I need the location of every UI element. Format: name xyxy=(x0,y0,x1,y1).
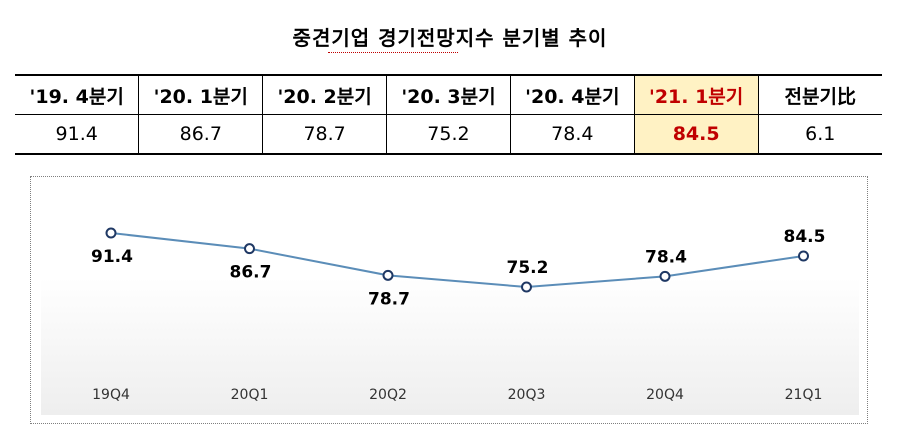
data-point xyxy=(798,250,809,262)
index-table: '19. 4분기 '20. 1분기 '20. 2분기 '20. 3분기 '20.… xyxy=(15,74,882,155)
table-header-cell-highlight: '21. 1분기 xyxy=(633,75,759,115)
table-cell: 75.2 xyxy=(386,114,511,154)
chart-frame: 91.4 19Q4 86.7 20Q1 78.7 20Q2 75.2 20Q3 78.4 20Q4… xyxy=(30,176,868,424)
table-header-cell: '20. 4분기 xyxy=(509,75,635,115)
data-label: 91.4 xyxy=(91,247,133,267)
data-point xyxy=(382,269,394,281)
line-chart: 91.4 19Q4 86.7 20Q1 78.7 20Q2 75.2 20Q3 78.4 20Q4… xyxy=(91,227,826,403)
data-point xyxy=(105,227,117,239)
series-line xyxy=(110,232,804,289)
data-point xyxy=(659,270,671,282)
x-tick-label: 19Q4 xyxy=(92,387,130,403)
table-cell: 91.4 xyxy=(15,114,140,154)
data-label: 78.4 xyxy=(645,247,687,267)
data-label: 78.7 xyxy=(368,289,410,309)
table-cell: 78.4 xyxy=(509,114,635,154)
x-tick-label: 20Q2 xyxy=(369,387,407,403)
title-underline xyxy=(328,52,458,53)
data-label: 86.7 xyxy=(230,263,272,283)
table-row: 91.4 86.7 78.7 75.2 78.4 84.5 6.1 xyxy=(15,114,882,154)
x-tick-label: 20Q3 xyxy=(508,387,546,403)
data-point xyxy=(244,243,255,255)
page-title: 중견기업 경기전망지수 분기별 추이 xyxy=(292,26,608,50)
table-header-cell: '20. 2분기 xyxy=(262,75,388,115)
x-tick-label: 20Q1 xyxy=(231,387,269,403)
table-header-cell: '19. 4분기 xyxy=(15,75,140,115)
x-tick-label: 21Q1 xyxy=(785,387,823,403)
table-cell: 86.7 xyxy=(138,114,264,154)
table-cell: 6.1 xyxy=(757,114,882,154)
x-tick-label: 20Q4 xyxy=(646,387,684,403)
data-point xyxy=(521,281,532,293)
table-header-cell: '20. 3분기 xyxy=(386,75,511,115)
data-label: 75.2 xyxy=(507,258,549,278)
table-cell: 78.7 xyxy=(262,114,388,154)
table-header-cell: '20. 1분기 xyxy=(138,75,264,115)
data-label: 84.5 xyxy=(784,227,826,247)
table-header-row: '19. 4분기 '20. 1분기 '20. 2분기 '20. 3분기 '20.… xyxy=(15,75,882,115)
table-header-cell: 전분기比 xyxy=(757,75,882,115)
chart-area: 91.4 19Q4 86.7 20Q1 78.7 20Q2 75.2 20Q3 78.4 20Q4… xyxy=(41,187,859,415)
table-cell-highlight: 84.5 xyxy=(633,114,759,154)
